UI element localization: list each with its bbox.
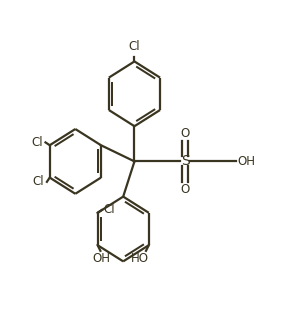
Text: OH: OH [93,252,111,265]
Text: Cl: Cl [129,40,140,53]
Text: Cl: Cl [33,175,44,188]
Text: O: O [181,127,190,140]
Text: Cl: Cl [31,136,43,149]
Text: S: S [181,155,190,168]
Text: HO: HO [131,252,149,265]
Text: Cl: Cl [103,204,115,217]
Text: OH: OH [237,155,255,168]
Text: O: O [181,183,190,196]
